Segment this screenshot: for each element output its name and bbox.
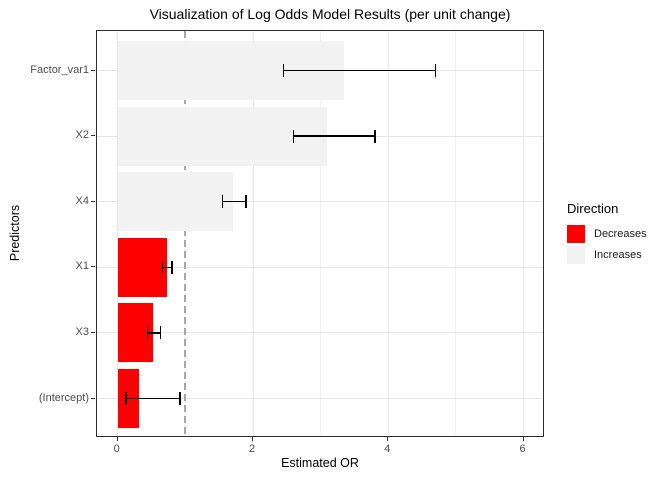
minor-gridline bbox=[455, 31, 457, 436]
y-axis-tick bbox=[91, 397, 95, 399]
y-tick-label: X4 bbox=[75, 194, 89, 207]
legend-entry: Decreases bbox=[567, 225, 647, 243]
error-bar-cap bbox=[292, 129, 295, 143]
y-axis-title: Predictors bbox=[8, 204, 22, 262]
error-bar-cap bbox=[434, 64, 437, 77]
x-axis-tick bbox=[252, 437, 253, 441]
x-axis-title: Estimated OR bbox=[281, 456, 359, 470]
y-tick-label: (Intercept) bbox=[38, 391, 89, 404]
or-bar bbox=[117, 106, 328, 166]
x-axis-tick bbox=[116, 437, 118, 441]
error-bar-cap bbox=[125, 392, 127, 405]
legend-label: Decreases bbox=[594, 228, 647, 240]
y-tick-label: X1 bbox=[75, 260, 89, 273]
error-bar-cap bbox=[282, 64, 285, 77]
legend: Direction Decreases Increases bbox=[567, 201, 647, 266]
x-tick-label: 0 bbox=[113, 443, 120, 455]
error-bar bbox=[293, 135, 375, 137]
y-tick-label: Factor_var1 bbox=[30, 63, 89, 76]
y-axis-tick bbox=[91, 69, 95, 71]
x-tick-label: 4 bbox=[384, 443, 391, 455]
x-tick-label: 6 bbox=[519, 443, 526, 455]
legend-key-swatch bbox=[567, 225, 585, 243]
error-bar-cap bbox=[245, 195, 247, 209]
legend-title: Direction bbox=[567, 201, 619, 216]
plot-panel bbox=[96, 30, 544, 437]
x-axis-tick bbox=[387, 437, 389, 441]
major-gridline bbox=[97, 332, 543, 334]
x-axis-tick bbox=[522, 437, 524, 441]
y-axis-tick bbox=[91, 331, 95, 333]
or-bar bbox=[117, 172, 233, 232]
error-bar-cap bbox=[146, 326, 149, 340]
error-bar-cap bbox=[171, 260, 173, 274]
minor-gridline bbox=[320, 31, 322, 436]
error-bar bbox=[283, 69, 436, 72]
legend-label: Increases bbox=[594, 248, 642, 261]
major-gridline bbox=[117, 31, 119, 436]
major-gridline bbox=[252, 31, 254, 436]
y-tick-label: X2 bbox=[75, 129, 89, 142]
error-bar-cap bbox=[374, 129, 376, 143]
legend-entry: Increases bbox=[567, 245, 647, 264]
error-bar-cap bbox=[161, 260, 164, 274]
legend-key-swatch bbox=[567, 245, 585, 264]
x-tick-label: 2 bbox=[248, 443, 256, 455]
error-bar bbox=[222, 200, 247, 203]
reference-line bbox=[184, 31, 187, 436]
major-gridline bbox=[387, 31, 389, 436]
error-bar-cap bbox=[221, 195, 224, 209]
major-gridline bbox=[97, 201, 543, 203]
error-bar bbox=[147, 332, 161, 334]
major-gridline bbox=[97, 266, 543, 268]
major-gridline bbox=[523, 31, 525, 436]
y-axis-tick bbox=[91, 266, 95, 268]
major-gridline bbox=[97, 398, 543, 399]
y-tick-label: X3 bbox=[75, 325, 89, 338]
error-bar bbox=[162, 266, 172, 269]
y-axis-tick bbox=[91, 200, 95, 202]
error-bar-cap bbox=[179, 392, 181, 405]
chart-title: Visualization of Log Odds Model Results … bbox=[149, 6, 511, 22]
error-bar-cap bbox=[159, 326, 162, 340]
or-bar bbox=[117, 237, 168, 297]
error-bar bbox=[125, 397, 180, 400]
y-axis-tick bbox=[91, 135, 95, 137]
legend-entries: Decreases Increases bbox=[567, 225, 647, 264]
